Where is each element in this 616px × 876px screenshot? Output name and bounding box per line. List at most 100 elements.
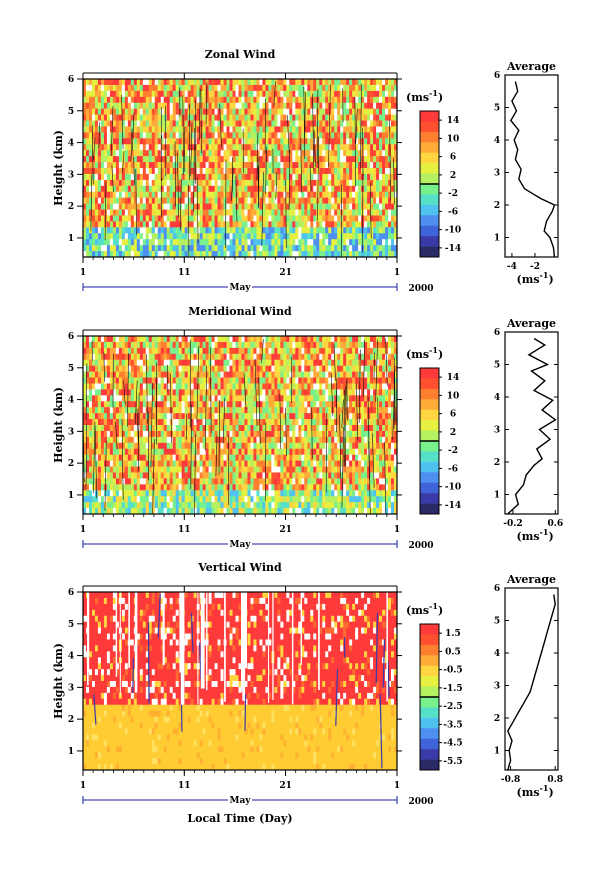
colorbar-swatch <box>420 378 439 390</box>
profile-title: Average <box>506 573 556 586</box>
y-tick-label: 5 <box>68 364 74 374</box>
x-tick-label: 1 <box>80 781 86 791</box>
x-tick-label: 21 <box>279 781 292 791</box>
colorbar-swatch <box>420 493 439 504</box>
colorbar-swatch <box>420 142 439 154</box>
y-tick-label: 6 <box>68 332 74 342</box>
colorbar-swatch <box>420 111 439 122</box>
colorbar-swatch <box>420 686 439 698</box>
average-profile: Average 1 2 3 4 5 6 -0.2 0.6(ms-1) <box>494 317 563 543</box>
colorbar-swatch <box>420 707 439 719</box>
profile-x-tick-label: -2 <box>530 262 540 272</box>
colorbar-swatch <box>420 697 439 708</box>
colorbar-swatch <box>420 173 439 185</box>
profile-unit: (ms-1) <box>517 783 554 799</box>
colorbar-tick-label: -6 <box>448 207 458 217</box>
y-tick-label: 5 <box>68 107 74 117</box>
y-tick-label: 6 <box>68 75 74 85</box>
x-tick-label: 11 <box>178 525 191 535</box>
profile-line <box>507 594 556 771</box>
y-tick-label: 1 <box>68 747 74 757</box>
year-label: 2000 <box>408 284 433 294</box>
x-tick-label: 21 <box>279 525 292 535</box>
colorbar-swatch <box>420 131 439 143</box>
x-axis-label: Local Time (Day) <box>187 812 292 825</box>
month-label: May <box>229 796 251 806</box>
colorbar-tick-label: 1.5 <box>445 629 461 639</box>
colorbar-tick-label: -5.5 <box>443 757 462 767</box>
colorbar-swatch <box>420 472 439 484</box>
colorbar-tick-label: -10 <box>445 483 461 493</box>
colorbar-swatch <box>420 665 439 677</box>
colorbar-swatch <box>420 215 439 227</box>
x-tick-label: 1 <box>80 525 86 535</box>
profile-y-tick-label: 5 <box>494 617 500 627</box>
profile-y-tick-label: 3 <box>494 169 500 179</box>
colorbar-swatch <box>420 441 439 452</box>
colorbar-swatch <box>420 194 439 206</box>
colorbar-swatch <box>420 634 439 646</box>
heatmap-frame <box>82 335 398 515</box>
profile-x-tick-label: 0.8 <box>547 775 563 785</box>
x-tick-label: 21 <box>279 268 292 278</box>
profile-unit: (ms-1) <box>517 270 554 286</box>
profile-title: Average <box>506 317 556 330</box>
colorbar-tick-label: -14 <box>445 501 461 511</box>
y-tick-label: 2 <box>68 202 74 212</box>
month-label: May <box>229 283 251 293</box>
profile-y-tick-label: 5 <box>494 104 500 114</box>
colorbar-swatch <box>420 759 439 771</box>
colorbar-swatch <box>420 749 439 760</box>
profile-line <box>507 337 557 515</box>
profile-y-tick-label: 4 <box>494 136 500 146</box>
profile-x-tick-label: -0.2 <box>503 519 522 529</box>
panel-title: Zonal Wind <box>205 48 276 61</box>
profile-y-tick-label: 6 <box>494 328 500 338</box>
colorbar-swatch <box>420 368 439 379</box>
x-tick-label: 1 <box>80 268 86 278</box>
y-tick-label: 3 <box>68 427 74 437</box>
y-tick-label: 1 <box>68 234 74 244</box>
year-label: 2000 <box>408 541 433 551</box>
colorbar-swatch <box>420 163 439 174</box>
y-axis-label: Height (km) <box>52 643 65 719</box>
y-tick-label: 1 <box>68 491 74 501</box>
colorbar-swatch <box>420 461 439 473</box>
heatmap-field <box>83 336 397 514</box>
heatmap-field <box>83 79 397 257</box>
colorbar-swatch <box>420 482 439 494</box>
colorbar-tick-label: -14 <box>445 244 461 254</box>
colorbar-tick-label: -2 <box>448 189 458 199</box>
profile-y-tick-label: 1 <box>494 234 500 244</box>
y-axis-label: Height (km) <box>52 387 65 463</box>
colorbar-tick-label: 6 <box>450 153 456 163</box>
colorbar-tick-label: -2 <box>448 446 458 456</box>
heatmap-frame <box>82 78 398 258</box>
colorbar-tick-label: 14 <box>447 373 460 383</box>
y-tick-label: 4 <box>68 652 74 662</box>
colorbar-swatch <box>420 430 439 442</box>
profile-y-tick-label: 4 <box>494 649 500 659</box>
panel-title: Meridional Wind <box>188 305 292 318</box>
colorbar-swatch <box>420 399 439 411</box>
colorbar-unit: (ms-1) <box>406 88 443 104</box>
colorbar-swatch <box>420 420 439 431</box>
x-tick-label: 1 <box>394 525 400 535</box>
x-tick-label: 1 <box>394 781 400 791</box>
x-tick-label: 11 <box>178 781 191 791</box>
profile-y-tick-label: 3 <box>494 682 500 692</box>
profile-y-tick-label: 1 <box>494 491 500 501</box>
profile-x-tick-label: -0.8 <box>501 775 520 785</box>
profile-y-tick-label: 3 <box>494 426 500 436</box>
profile-y-tick-label: 4 <box>494 393 500 403</box>
colorbar-swatch <box>420 738 439 750</box>
y-axis-label: Height (km) <box>52 130 65 206</box>
colorbar-tick-label: 10 <box>447 134 460 144</box>
colorbar-swatch <box>420 655 439 667</box>
profile-y-tick-label: 6 <box>494 71 500 81</box>
y-tick-label: 3 <box>68 683 74 693</box>
profile-y-tick-label: 2 <box>494 201 500 211</box>
